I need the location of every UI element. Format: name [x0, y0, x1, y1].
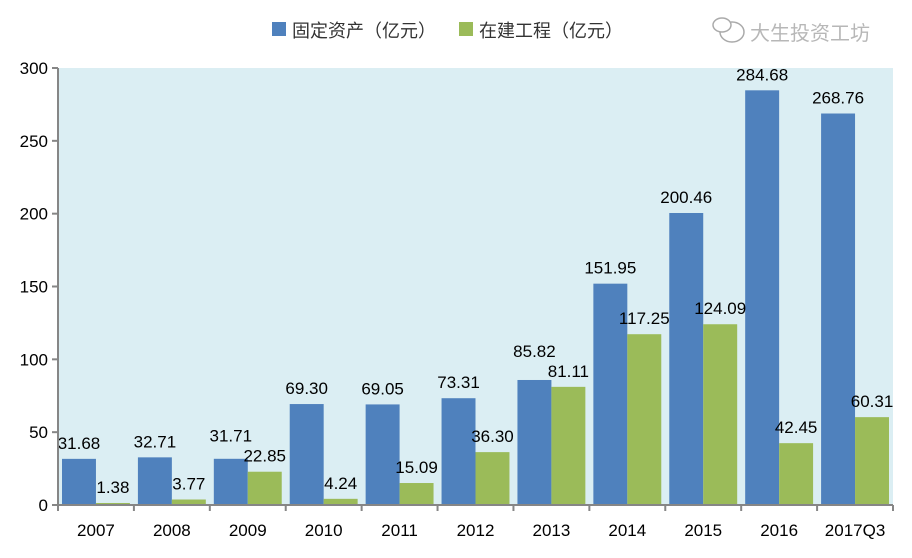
wechat-icon-small — [712, 17, 732, 33]
data-label: 31.68 — [58, 434, 101, 453]
data-label: 3.77 — [172, 475, 205, 494]
bar-fixed-assets-2007 — [62, 458, 96, 505]
data-label: 151.95 — [584, 259, 636, 278]
x-tick-label: 2013 — [532, 521, 570, 540]
x-tick-label: 2017Q3 — [825, 521, 886, 540]
x-tick-label: 2012 — [457, 521, 495, 540]
watermark: 大生投资工坊 — [712, 17, 870, 45]
x-tick-label: 2011 — [381, 521, 418, 540]
y-tick-label: 50 — [29, 423, 48, 442]
bar-construction-2016 — [779, 443, 814, 505]
bar-construction-2008 — [171, 499, 206, 505]
bar-construction-2009 — [247, 471, 282, 505]
legend-label-construction: 在建工程（亿元） — [479, 21, 623, 42]
data-label: 69.05 — [361, 379, 404, 398]
data-label: 15.09 — [395, 458, 438, 477]
x-tick-label: 2015 — [684, 521, 722, 540]
y-tick-label: 100 — [20, 350, 48, 369]
data-label: 81.11 — [548, 362, 589, 381]
x-tick-label: 2009 — [229, 521, 267, 540]
y-tick-label: 250 — [20, 132, 48, 151]
bar-construction-2010 — [323, 498, 358, 505]
y-tick-label: 300 — [20, 59, 48, 78]
bar-fixed-assets-2015 — [669, 212, 704, 506]
bar-fixed-assets-2011 — [365, 404, 400, 505]
x-tick-label: 2007 — [77, 521, 115, 540]
bar-fixed-assets-2016 — [745, 90, 780, 505]
x-tick-label: 2008 — [153, 521, 191, 540]
bar-construction-2017Q3 — [855, 417, 889, 505]
legend-label-fixed-assets: 固定资产（亿元） — [292, 21, 436, 42]
data-label: 69.30 — [285, 379, 328, 398]
data-label: 22.85 — [243, 447, 286, 466]
data-label: 32.71 — [134, 432, 177, 451]
legend: 固定资产（亿元） 在建工程（亿元） — [272, 21, 623, 42]
bar-fixed-assets-2014 — [593, 283, 628, 505]
y-tick-label: 0 — [39, 496, 48, 515]
data-label: 36.30 — [471, 427, 514, 446]
bar-construction-2013 — [551, 386, 586, 505]
bar-fixed-assets-2013 — [517, 379, 552, 505]
x-tick-label: 2014 — [608, 521, 646, 540]
data-label: 42.45 — [775, 418, 818, 437]
bar-fixed-assets-2012 — [441, 398, 476, 505]
data-label: 60.31 — [851, 392, 894, 411]
legend-swatch-fixed-assets — [272, 22, 286, 36]
data-label: 31.71 — [210, 427, 253, 446]
bar-construction-2014 — [627, 334, 662, 505]
data-label: 73.31 — [437, 373, 480, 392]
x-tick-label: 2016 — [760, 521, 798, 540]
bar-construction-2015 — [703, 324, 738, 505]
data-label: 1.38 — [96, 478, 129, 497]
legend-swatch-construction — [459, 22, 473, 36]
bar-fixed-assets-2017Q3 — [821, 113, 856, 506]
data-label: 200.46 — [660, 188, 712, 207]
bar-fixed-assets-2008 — [137, 457, 172, 505]
x-tick-label: 2010 — [305, 521, 343, 540]
data-label: 284.68 — [736, 65, 788, 84]
y-tick-label: 150 — [20, 278, 48, 297]
bar-construction-2011 — [399, 483, 434, 505]
data-label: 124.09 — [694, 299, 746, 318]
data-label: 268.76 — [812, 89, 864, 108]
bar-construction-2012 — [475, 452, 510, 505]
data-label: 4.24 — [324, 474, 357, 493]
y-tick-label: 200 — [20, 205, 48, 224]
data-label: 85.82 — [513, 342, 556, 361]
data-label: 117.25 — [619, 309, 670, 328]
bar-fixed-assets-2010 — [289, 404, 324, 505]
bar-fixed-assets-2009 — [213, 458, 248, 505]
watermark-text: 大生投资工坊 — [750, 21, 870, 45]
bar-construction-2007 — [95, 502, 130, 505]
